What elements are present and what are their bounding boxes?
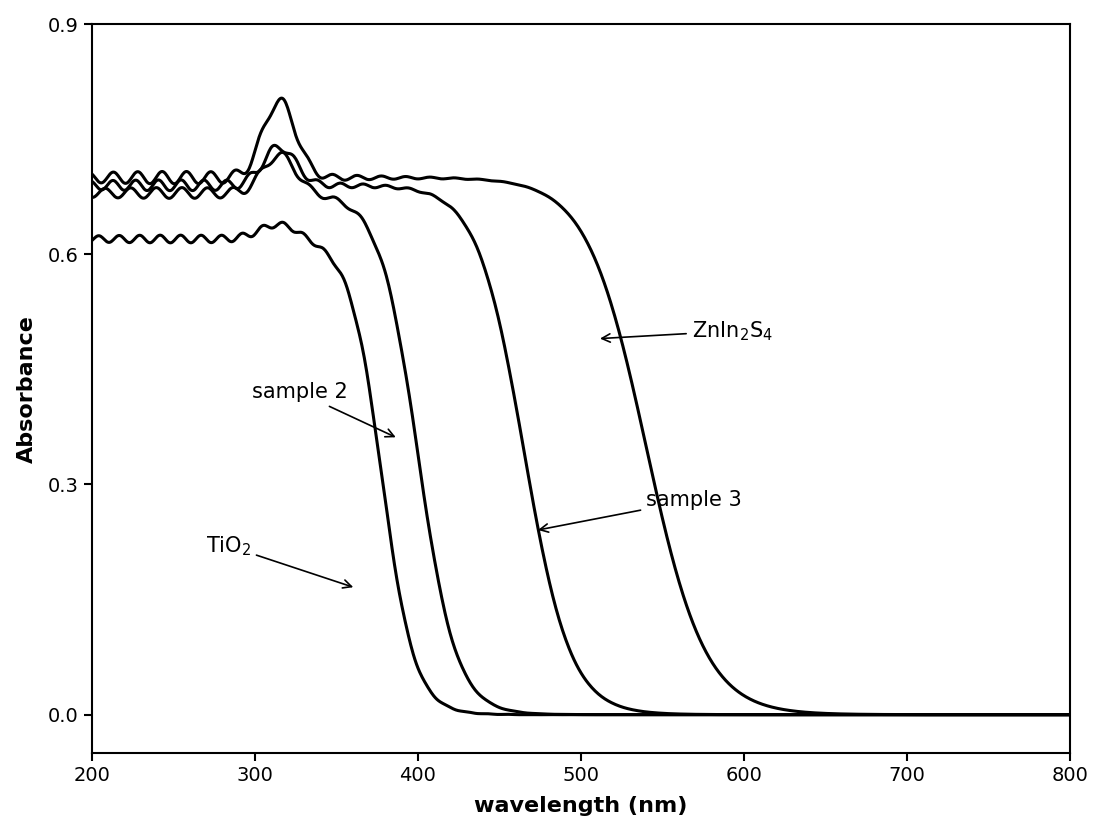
Text: sample 2: sample 2 [252, 382, 394, 436]
Text: TiO$_2$: TiO$_2$ [206, 534, 351, 588]
Text: ZnIn$_2$S$_4$: ZnIn$_2$S$_4$ [602, 319, 772, 343]
X-axis label: wavelength (nm): wavelength (nm) [474, 796, 687, 816]
Y-axis label: Absorbance: Absorbance [17, 315, 36, 462]
Text: sample 3: sample 3 [539, 490, 741, 532]
